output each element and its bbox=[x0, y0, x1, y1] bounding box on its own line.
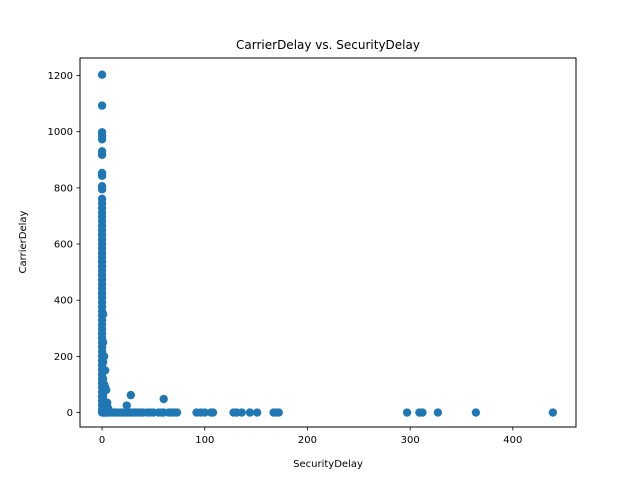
data-point-8 bbox=[97, 171, 107, 180]
data-point-6 bbox=[97, 150, 107, 159]
x-tick-label: 0 bbox=[99, 435, 105, 446]
data-point-10 bbox=[97, 185, 107, 194]
y-tick-label: 800 bbox=[54, 183, 73, 194]
data-point-110 bbox=[200, 408, 209, 417]
x-tick-label: 400 bbox=[503, 435, 522, 446]
data-point-107 bbox=[172, 408, 182, 417]
y-tick-label: 600 bbox=[54, 240, 73, 251]
y-tick-label: 400 bbox=[54, 296, 73, 307]
y-axis-ticks: 0 200 400 600 800 1000 1200 bbox=[48, 71, 80, 419]
data-point-102 bbox=[159, 394, 168, 404]
data-point-120 bbox=[274, 408, 283, 417]
data-point-90 bbox=[126, 390, 136, 400]
data-point-112 bbox=[208, 408, 218, 417]
y-tick-label: 1200 bbox=[48, 71, 73, 82]
y-tick-label: 1000 bbox=[48, 127, 73, 138]
x-axis-ticks: 0 100 200 300 400 bbox=[99, 427, 522, 446]
x-tick-label: 100 bbox=[195, 435, 214, 446]
data-point-117 bbox=[252, 408, 262, 417]
data-point-125 bbox=[471, 408, 481, 417]
data-point-70 bbox=[100, 366, 110, 375]
data-point-0 bbox=[97, 70, 107, 79]
x-axis-label: SecurityDelay bbox=[293, 459, 363, 470]
x-tick-label: 300 bbox=[401, 435, 420, 446]
data-point-121 bbox=[402, 408, 412, 417]
plot-frame bbox=[79, 57, 577, 428]
data-point-116 bbox=[245, 408, 255, 417]
x-tick-label: 200 bbox=[298, 435, 317, 446]
data-point-60 bbox=[98, 310, 108, 319]
data-point-61 bbox=[98, 338, 108, 347]
data-point-74 bbox=[101, 385, 111, 395]
data-point-88 bbox=[122, 401, 131, 410]
data-point-126 bbox=[548, 408, 558, 417]
y-tick-label: 0 bbox=[67, 408, 73, 419]
data-point-66 bbox=[99, 352, 109, 361]
data-point-4 bbox=[97, 135, 107, 144]
y-axis-label: CarrierDelay bbox=[18, 210, 29, 273]
chart-title: CarrierDelay vs. SecurityDelay bbox=[236, 38, 420, 52]
y-tick-label: 200 bbox=[54, 352, 73, 363]
data-point-124 bbox=[433, 408, 443, 417]
data-point-123 bbox=[418, 408, 427, 417]
data-point-115 bbox=[237, 408, 246, 417]
data-points bbox=[97, 70, 558, 417]
data-point-1 bbox=[97, 101, 107, 110]
